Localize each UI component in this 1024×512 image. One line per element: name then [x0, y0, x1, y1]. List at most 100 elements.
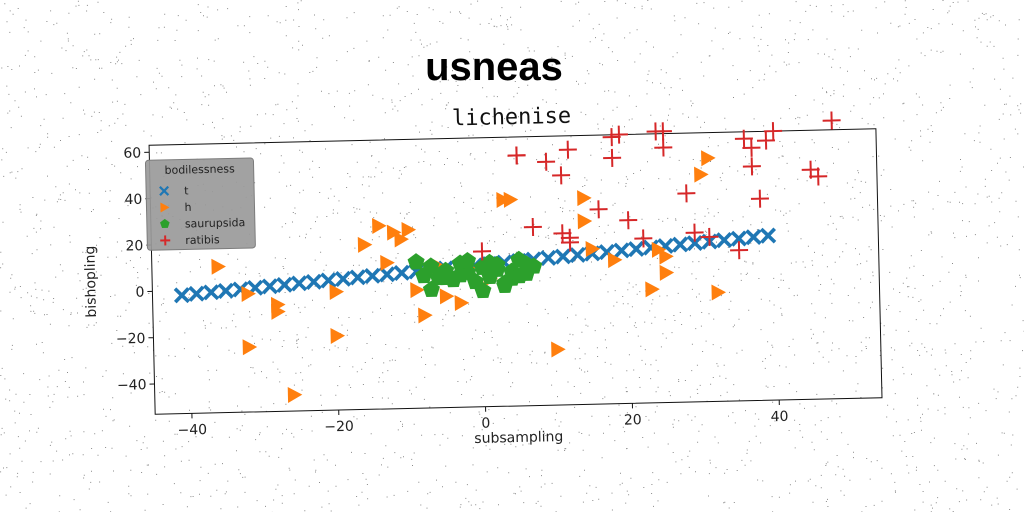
data-point-triangle — [577, 190, 592, 207]
data-point-triangle — [401, 222, 417, 238]
x-tick-label: 20 — [624, 412, 642, 428]
data-point-plus — [560, 228, 579, 247]
x-tick-label: 40 — [771, 409, 789, 425]
legend-label: h — [184, 201, 191, 214]
data-point-plus — [700, 227, 719, 246]
legend-box — [144, 157, 256, 251]
data-point-x — [613, 242, 630, 259]
data-point-pentagon — [480, 253, 499, 271]
data-point-triangle — [496, 192, 511, 209]
legend-entry: saurupsida — [160, 216, 246, 230]
data-point-triangle — [330, 327, 346, 344]
data-point-plus — [507, 146, 526, 165]
plot-frame — [148, 128, 883, 415]
data-point-plus — [730, 241, 749, 260]
data-point-triangle — [577, 213, 593, 230]
data-point-pentagon — [437, 268, 455, 286]
data-point-pentagon — [422, 280, 440, 298]
data-point-pentagon — [407, 253, 425, 270]
data-point-triangle — [439, 288, 455, 305]
data-point-triangle — [160, 202, 170, 213]
data-point-triangle — [607, 252, 623, 269]
data-point-triangle — [357, 236, 373, 253]
data-point-triangle — [659, 264, 675, 281]
data-point-pentagon — [451, 266, 470, 283]
data-point-plus — [602, 128, 621, 147]
data-point-triangle — [394, 231, 409, 248]
data-point-x — [173, 287, 190, 304]
data-point-plus — [634, 229, 653, 248]
y-tick-label: 20 — [125, 238, 143, 254]
x-axis-ticks: −40 −20 0 20 40 — [177, 400, 789, 439]
data-point-x — [686, 234, 703, 252]
data-point-triangle — [410, 282, 425, 299]
data-point-triangle — [585, 241, 601, 258]
data-point-x — [730, 230, 747, 247]
data-point-x — [745, 228, 762, 246]
x-axis-label: subsampling — [474, 429, 563, 447]
data-point-triangle — [711, 284, 727, 301]
chart-suptitle: usneas — [425, 45, 563, 89]
data-point-plus — [558, 140, 577, 159]
data-point-x — [760, 227, 777, 244]
data-point-x — [188, 285, 205, 302]
data-point-triangle — [418, 307, 433, 324]
data-point-pentagon — [474, 281, 492, 299]
plot-group: lichenise −40 −20 0 20 40 −40 −20 0 20 40 60 subs… — [82, 104, 883, 447]
data-point-triangle — [372, 218, 387, 235]
data-point-plus — [553, 224, 572, 243]
data-point-x — [540, 249, 557, 267]
data-point-triangle — [551, 341, 566, 358]
data-point-x — [349, 269, 366, 286]
data-point-x — [334, 270, 352, 288]
data-point-triangle — [241, 285, 256, 302]
data-point-plus — [685, 223, 704, 242]
data-point-triangle — [645, 281, 660, 298]
data-point-pentagon — [422, 257, 440, 274]
data-marks — [173, 111, 841, 403]
data-point-plus — [764, 122, 783, 141]
chart-title: lichenise — [452, 104, 572, 132]
data-point-plus — [523, 218, 542, 237]
data-point-x — [569, 246, 586, 264]
y-tick-label: −40 — [117, 377, 147, 394]
data-point-x — [716, 231, 733, 249]
data-point-plus — [609, 125, 628, 144]
data-point-pentagon — [458, 251, 477, 269]
data-point-triangle — [651, 241, 667, 258]
data-point-triangle — [329, 283, 345, 300]
data-point-plus — [653, 122, 672, 141]
data-point-x — [554, 248, 572, 265]
data-point-x — [628, 240, 645, 258]
y-tick-label: 60 — [123, 145, 141, 161]
data-point-plus — [619, 211, 638, 230]
data-point-plus — [734, 129, 753, 148]
data-point-x — [203, 284, 220, 301]
legend: bodilessness th saurupsida ratibis — [144, 157, 256, 251]
data-point-x — [378, 266, 396, 283]
data-point-x — [261, 278, 278, 295]
data-point-plus — [677, 184, 696, 203]
data-point-plus — [750, 189, 769, 208]
y-axis-label: bishopling — [82, 245, 100, 317]
data-point-x — [159, 185, 170, 197]
data-point-pentagon — [517, 255, 535, 272]
data-point-pentagon — [510, 267, 528, 284]
series-h — [211, 150, 727, 403]
y-tick-label: −20 — [116, 331, 146, 348]
y-tick-label: 40 — [124, 192, 142, 208]
data-point-plus — [756, 131, 775, 150]
x-tick-label: −40 — [177, 422, 207, 439]
data-point-plus — [809, 167, 828, 186]
data-point-triangle — [242, 339, 258, 356]
data-point-x — [672, 236, 689, 253]
data-point-plus — [589, 200, 608, 219]
x-tick-label: −20 — [324, 419, 354, 436]
series-saurupsida — [407, 250, 543, 299]
data-point-triangle — [287, 386, 303, 403]
data-point-x — [393, 264, 410, 282]
data-point-plus — [654, 138, 673, 157]
legend-label: saurupsida — [185, 216, 246, 230]
data-point-x — [290, 275, 308, 292]
legend-entry: h — [160, 201, 192, 214]
